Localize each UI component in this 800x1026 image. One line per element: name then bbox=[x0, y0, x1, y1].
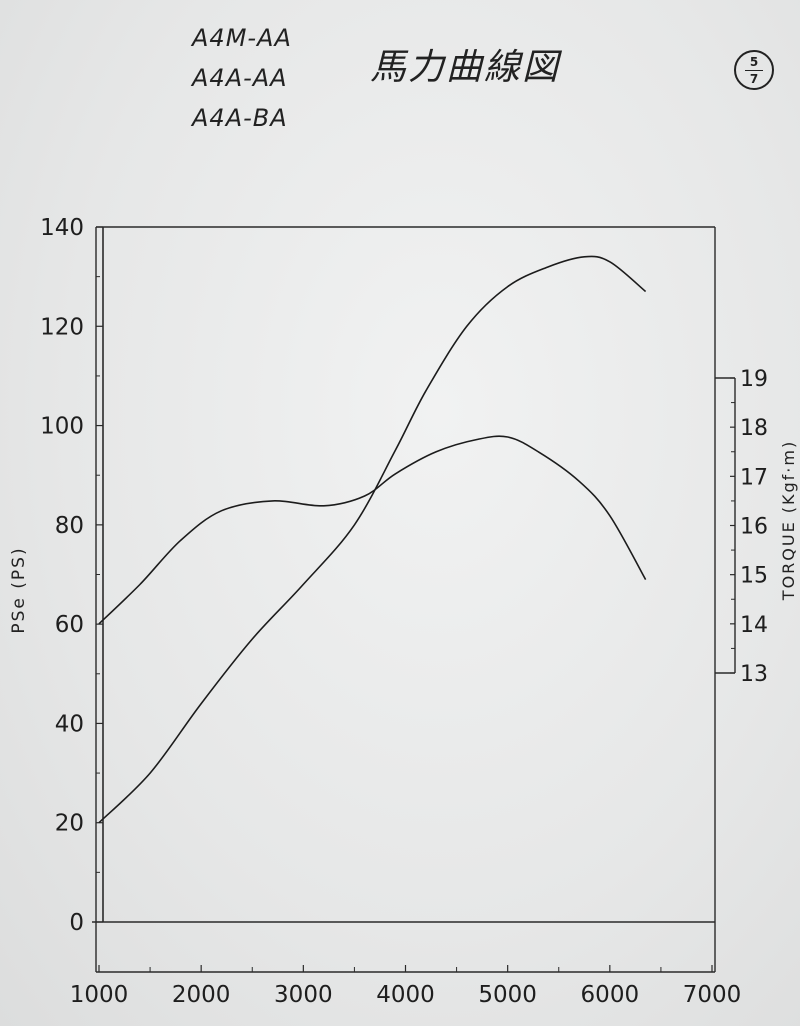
page-marker-numerator: 5 bbox=[749, 55, 759, 69]
y-right-tick-label: 15 bbox=[740, 564, 768, 589]
y-left-tick-label: 20 bbox=[55, 811, 84, 837]
y-right-tick-label: 14 bbox=[740, 613, 768, 638]
chart-title: 馬力曲線図 bbox=[370, 47, 561, 88]
chart-frame bbox=[92, 226, 736, 973]
y-right-tick-label: 13 bbox=[740, 662, 768, 687]
x-tick-label: 3000 bbox=[274, 982, 333, 1008]
model-code: A4A-AA bbox=[192, 64, 288, 92]
left-axis-ticks: 0 20 40 60 80 100 120 140 bbox=[40, 215, 103, 936]
page-marker: 5 7 bbox=[734, 50, 774, 90]
x-axis-ticks: 1000 2000 3000 4000 5000 6000 7000 bbox=[70, 965, 742, 1008]
y-left-tick-label: 60 bbox=[55, 612, 84, 638]
y-left-tick-label: 0 bbox=[69, 910, 84, 936]
right-axis-label: TORQUE (Kgf·m) bbox=[779, 440, 798, 601]
x-tick-label: 7000 bbox=[683, 982, 742, 1008]
x-tick-label: 6000 bbox=[581, 982, 640, 1008]
torque-curve bbox=[98, 435, 647, 625]
power-curve bbox=[98, 255, 647, 824]
right-axis-ticks: 13 14 15 16 17 18 19 bbox=[730, 367, 768, 687]
model-code: A4M-AA bbox=[192, 24, 292, 52]
left-axis-label: PSe (PS) bbox=[9, 546, 29, 633]
y-left-tick-label: 100 bbox=[40, 414, 84, 440]
model-code-list: A4M-AA A4A-AA A4A-BA bbox=[192, 18, 292, 138]
page-marker-denominator: 7 bbox=[745, 70, 763, 87]
y-right-tick-label: 16 bbox=[740, 515, 768, 540]
series-group bbox=[98, 255, 647, 824]
y-left-tick-label: 120 bbox=[40, 314, 84, 340]
y-left-tick-label: 140 bbox=[40, 215, 84, 241]
y-right-tick-label: 18 bbox=[740, 416, 768, 441]
x-tick-label: 1000 bbox=[70, 982, 129, 1008]
x-tick-label: 2000 bbox=[172, 982, 231, 1008]
y-right-tick-label: 19 bbox=[740, 367, 768, 392]
x-tick-label: 5000 bbox=[478, 982, 537, 1008]
y-right-tick-label: 17 bbox=[740, 465, 768, 490]
y-left-tick-label: 40 bbox=[55, 711, 84, 737]
x-tick-label: 4000 bbox=[376, 982, 435, 1008]
y-left-tick-label: 80 bbox=[55, 513, 84, 539]
model-code: A4A-BA bbox=[192, 104, 288, 132]
